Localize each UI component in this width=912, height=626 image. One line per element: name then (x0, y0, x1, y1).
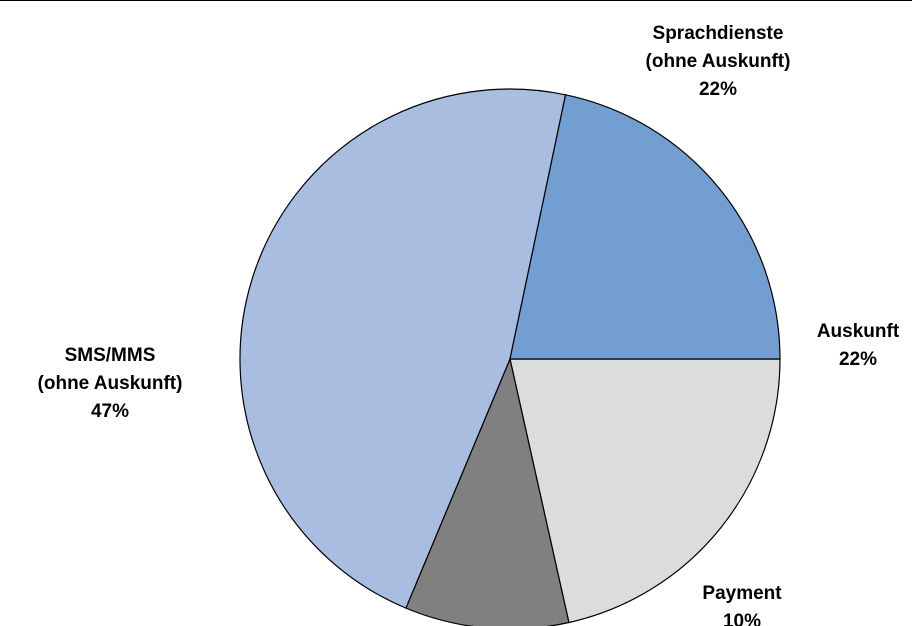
label-payment-percent: 10% (722, 611, 762, 626)
pie-slice-payment (405, 358, 570, 626)
label-sprachdienste-subtitle: (ohne Auskunft) (645, 51, 791, 72)
label-auskunft-percent: 22% (838, 349, 878, 370)
label-sms-mms-percent: 47% (90, 401, 130, 422)
label-sprachdienste-percent: 22% (698, 79, 738, 100)
pie-slice-auskunft (509, 358, 781, 624)
label-payment: Payment 10% (702, 580, 781, 626)
label-auskunft: Auskunft 22% (817, 318, 899, 374)
label-auskunft-name: Auskunft (816, 321, 900, 342)
label-sprachdienste: Sprachdienste (ohne Auskunft) 22% (646, 20, 791, 104)
label-payment-name: Payment (702, 583, 782, 604)
pie-slice-sms-mms (239, 88, 567, 609)
pie-slice-sprachdienste (509, 94, 781, 360)
label-sprachdienste-name: Sprachdienste (652, 23, 784, 44)
label-sms-mms-name: SMS/MMS (64, 345, 156, 366)
label-sms-mms: SMS/MMS (ohne Auskunft) 47% (38, 342, 183, 426)
label-sms-mms-subtitle: (ohne Auskunft) (37, 373, 183, 394)
